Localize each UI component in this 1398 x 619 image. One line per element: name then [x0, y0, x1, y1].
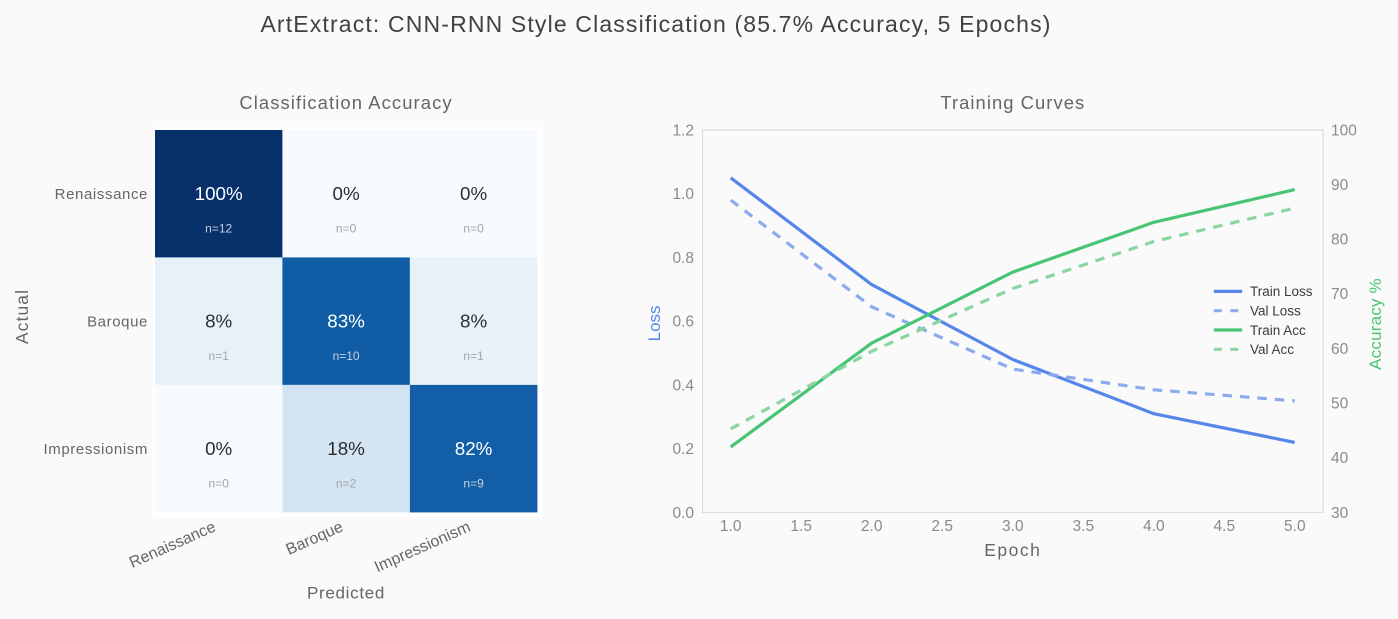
- svg-text:3.5: 3.5: [1073, 518, 1095, 535]
- svg-text:3.0: 3.0: [1002, 518, 1024, 535]
- svg-text:Impressionism: Impressionism: [44, 441, 149, 458]
- svg-text:n=1: n=1: [209, 349, 230, 363]
- svg-text:Loss: Loss: [645, 305, 664, 341]
- svg-text:n=1: n=1: [463, 349, 484, 363]
- svg-text:4.5: 4.5: [1214, 518, 1236, 535]
- svg-text:n=0: n=0: [336, 222, 357, 236]
- svg-text:n=9: n=9: [463, 477, 484, 491]
- svg-text:Actual: Actual: [12, 289, 32, 344]
- svg-text:0.6: 0.6: [672, 314, 694, 331]
- svg-text:1.2: 1.2: [672, 122, 694, 139]
- svg-text:Baroque: Baroque: [87, 313, 148, 330]
- svg-text:4.0: 4.0: [1143, 518, 1165, 535]
- svg-text:0.2: 0.2: [672, 441, 694, 458]
- svg-text:Classification Accuracy: Classification Accuracy: [239, 92, 452, 113]
- svg-text:n=12: n=12: [205, 222, 232, 236]
- svg-text:Train Loss: Train Loss: [1250, 284, 1313, 299]
- svg-text:0.8: 0.8: [672, 250, 694, 267]
- svg-text:2.0: 2.0: [861, 518, 883, 535]
- svg-text:Val Loss: Val Loss: [1250, 304, 1301, 319]
- svg-text:100: 100: [1331, 122, 1357, 139]
- svg-text:1.0: 1.0: [720, 518, 742, 535]
- svg-text:80: 80: [1331, 232, 1349, 249]
- svg-text:0%: 0%: [333, 183, 360, 204]
- svg-text:Predicted: Predicted: [307, 584, 385, 603]
- svg-text:50: 50: [1331, 396, 1349, 413]
- svg-text:70: 70: [1331, 286, 1349, 303]
- svg-text:Training Curves: Training Curves: [940, 92, 1085, 113]
- svg-text:ArtExtract: CNN-RNN Style Clas: ArtExtract: CNN-RNN Style Classification…: [260, 11, 1051, 37]
- svg-text:40: 40: [1331, 450, 1349, 467]
- svg-text:Accuracy %: Accuracy %: [1366, 278, 1385, 370]
- svg-text:60: 60: [1331, 341, 1349, 358]
- svg-text:8%: 8%: [205, 310, 232, 331]
- svg-text:100%: 100%: [195, 183, 243, 204]
- svg-text:0%: 0%: [460, 183, 487, 204]
- svg-text:n=10: n=10: [333, 349, 360, 363]
- svg-text:8%: 8%: [460, 310, 487, 331]
- svg-text:90: 90: [1331, 177, 1349, 194]
- svg-text:2.5: 2.5: [931, 518, 953, 535]
- svg-text:n=2: n=2: [336, 477, 357, 491]
- svg-text:n=0: n=0: [463, 222, 484, 236]
- svg-text:Val Acc: Val Acc: [1250, 342, 1294, 357]
- svg-text:18%: 18%: [327, 438, 365, 459]
- svg-text:n=0: n=0: [209, 477, 230, 491]
- svg-text:1.0: 1.0: [672, 186, 694, 203]
- svg-text:Train Acc: Train Acc: [1250, 323, 1306, 338]
- svg-text:30: 30: [1331, 505, 1349, 522]
- svg-text:Renaissance: Renaissance: [55, 186, 148, 203]
- svg-text:0%: 0%: [205, 438, 232, 459]
- svg-text:5.0: 5.0: [1284, 518, 1306, 535]
- svg-text:1.5: 1.5: [790, 518, 812, 535]
- svg-text:82%: 82%: [455, 438, 493, 459]
- svg-text:Epoch: Epoch: [984, 540, 1041, 560]
- svg-text:0.4: 0.4: [672, 377, 694, 394]
- svg-text:83%: 83%: [327, 310, 365, 331]
- svg-text:0.0: 0.0: [672, 505, 694, 522]
